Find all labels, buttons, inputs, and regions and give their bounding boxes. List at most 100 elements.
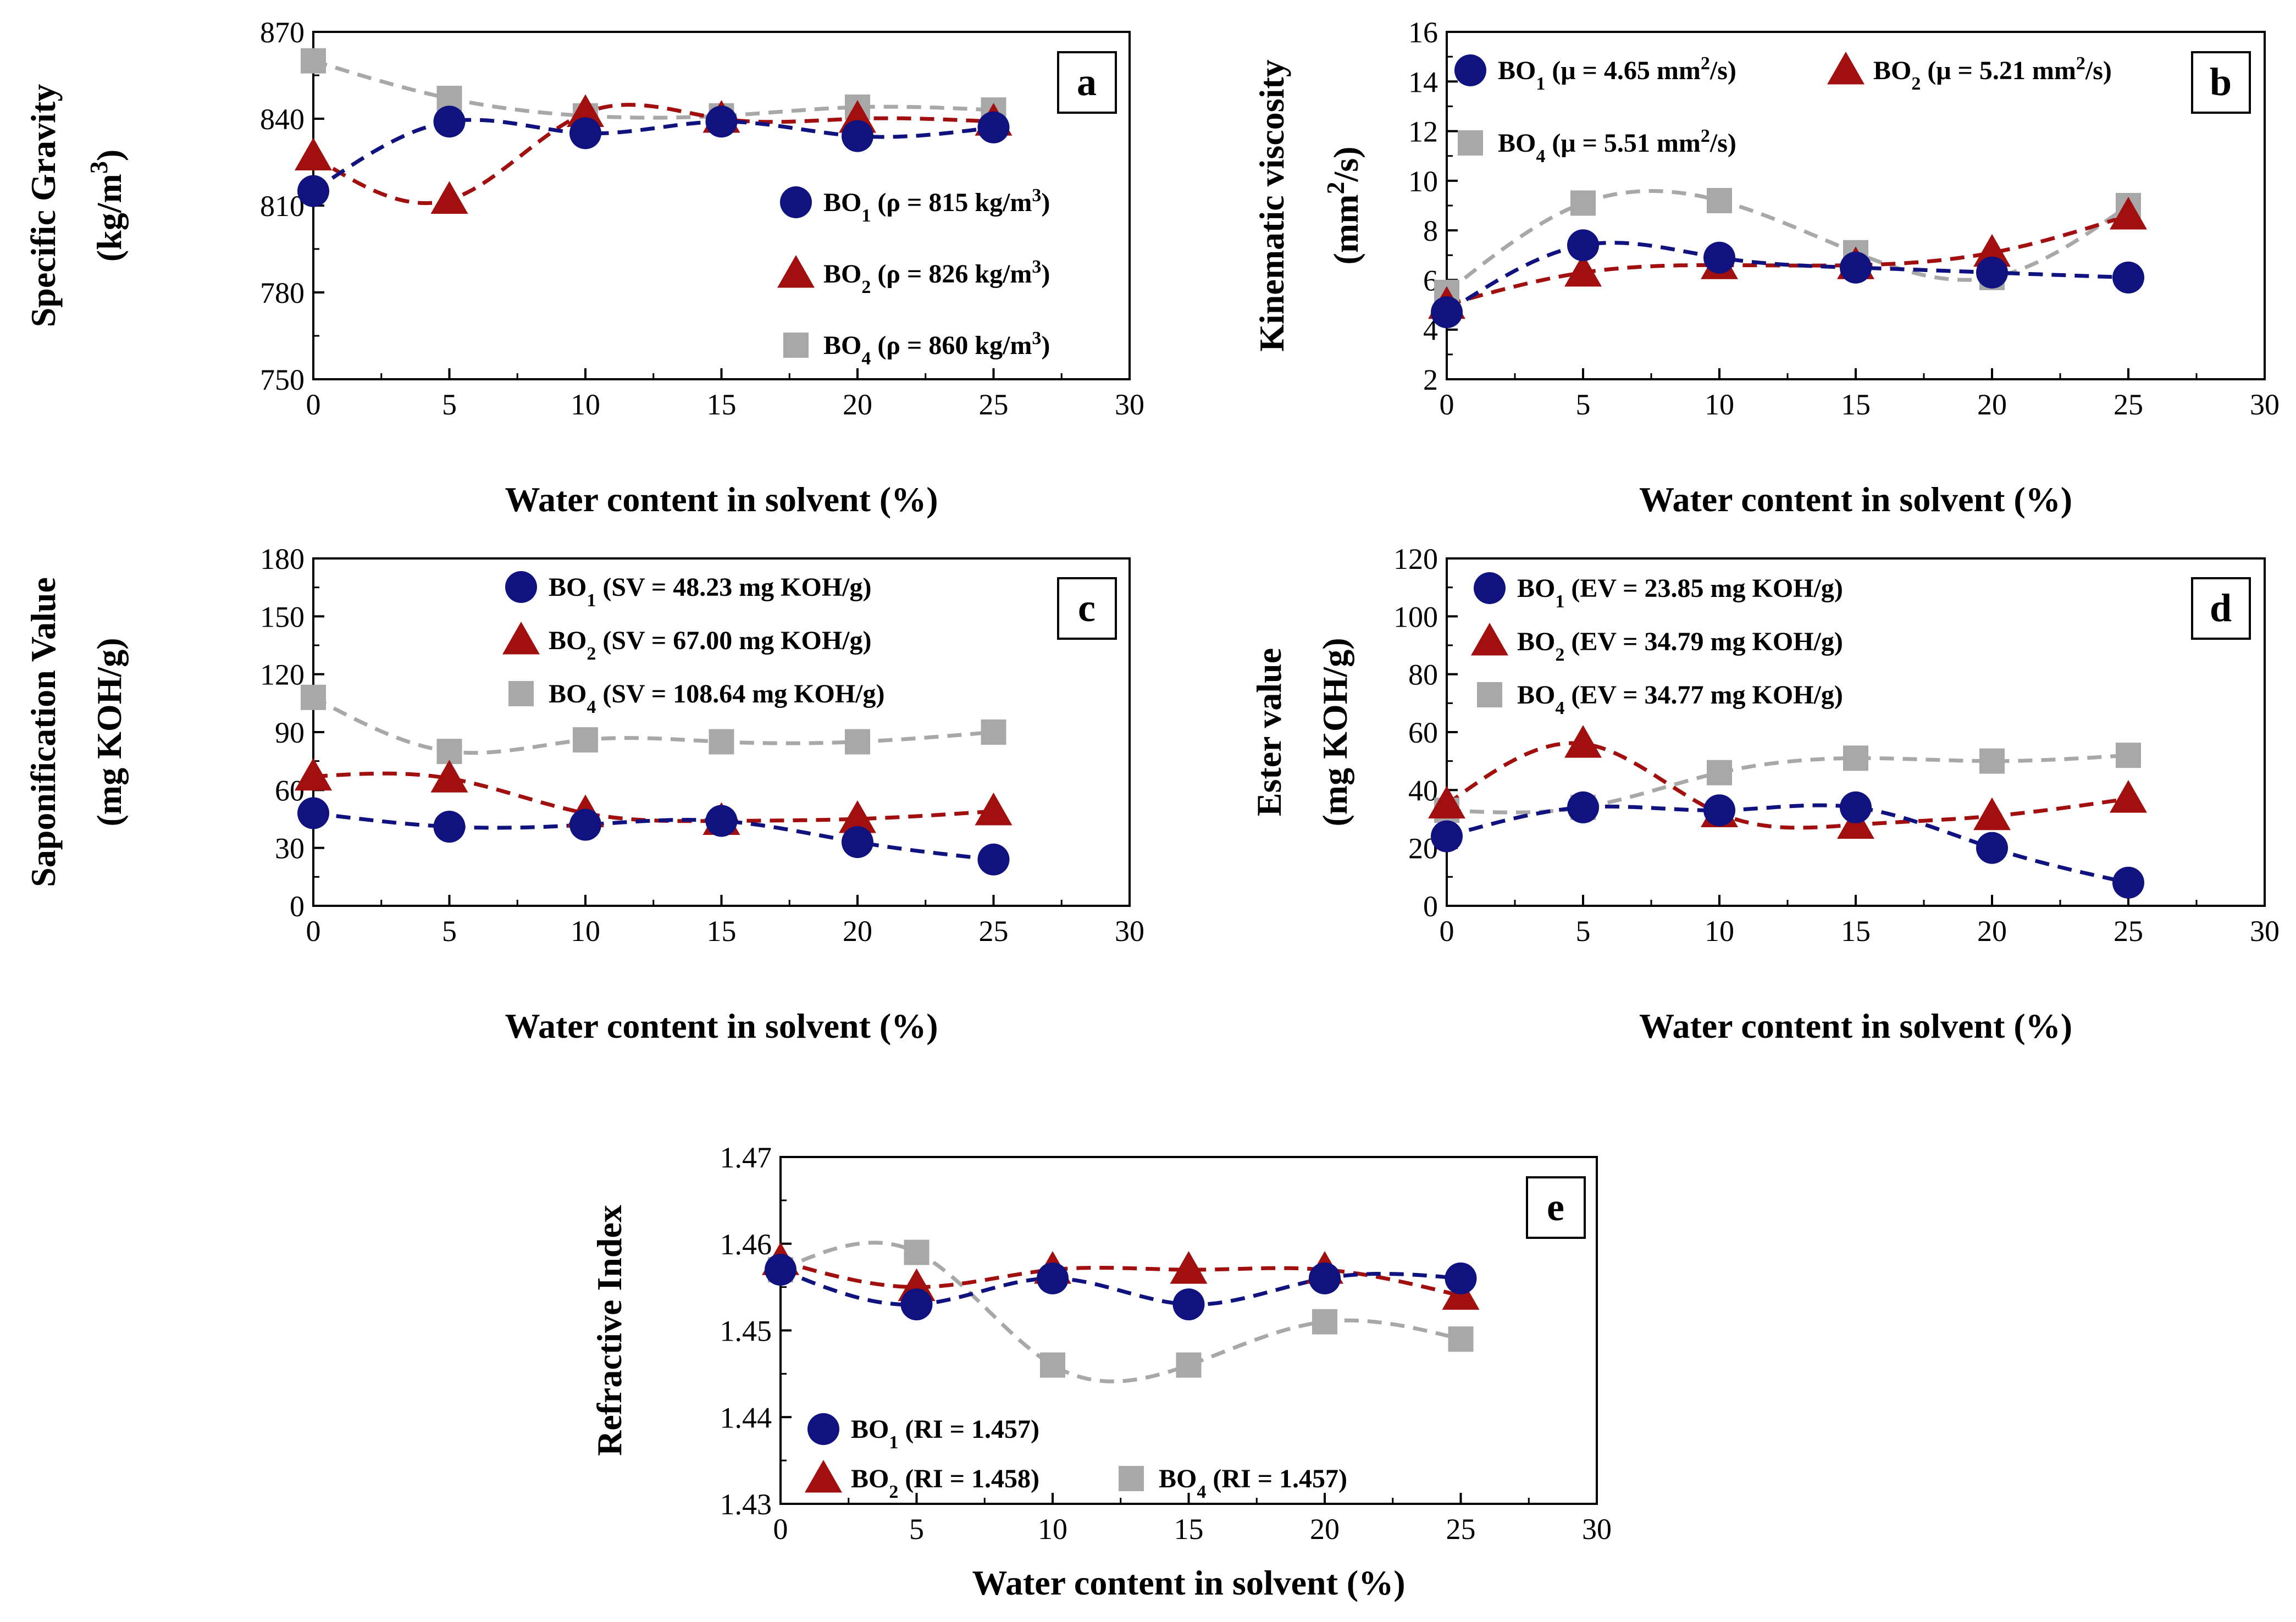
legend-text: (μ = 5.51 mm <box>1545 129 1701 158</box>
panel-letter-box <box>2191 577 2251 640</box>
legend: BO1 (RI = 1.457)BO2 (RI = 1.458) BO4 (RI … <box>805 1413 1347 1502</box>
legend-text: (SV = 67.00 mg KOH/g) <box>596 626 871 655</box>
data-point-BO2 <box>295 757 332 791</box>
panel-letter: b <box>2210 60 2232 104</box>
y-tick-label: 150 <box>260 600 305 633</box>
legend-marker-BO2 <box>502 622 540 655</box>
y-tick-label: 810 <box>260 190 305 223</box>
x-axis-title: Water content in solvent (%) <box>505 1006 938 1045</box>
data-point-BO1 <box>1431 296 1463 329</box>
x-tick-label: 20 <box>1977 388 2007 421</box>
legend-label-BO1: BO1 (SV = 48.23 mg KOH/g) <box>549 573 872 611</box>
data-point-BO4 <box>904 1239 930 1265</box>
legend-text: (EV = 23.85 mg KOH/g) <box>1564 574 1843 603</box>
y-unit-superscript: 2 <box>1321 182 1349 195</box>
trend-line-BO1 <box>1447 803 2129 885</box>
y-tick-label: 780 <box>260 276 305 309</box>
data-point-BO2 <box>2110 197 2147 230</box>
data-point-BO4 <box>1707 187 1732 213</box>
data-point-BO1 <box>1840 251 1872 284</box>
data-point-BO4 <box>1176 1352 1202 1378</box>
legend: BO1 (μ = 4.65 mm2/s) BO2 (μ = 5.21 mm2/s)… <box>1454 52 2112 167</box>
data-point-BO4 <box>301 48 326 74</box>
legend-superscript: 2 <box>1701 126 1710 146</box>
x-axis-title: Water content in solvent (%) <box>972 1563 1405 1602</box>
y-axis-unit: (kg/m3) <box>85 150 129 262</box>
legend-text: (RI = 1.457) <box>1206 1464 1347 1493</box>
data-point-BO1 <box>765 1254 796 1286</box>
legend-name: BO <box>549 573 587 602</box>
legend-marker-BO4 <box>1458 130 1483 156</box>
y-tick-label: 14 <box>1408 65 1438 98</box>
legend-name: BO <box>1517 680 1555 710</box>
x-tick-label: 0 <box>1440 388 1454 421</box>
x-tick-label: 0 <box>306 915 321 948</box>
trend-line-BO1 <box>313 811 994 862</box>
data-point-BO2 <box>1564 253 1602 287</box>
legend-name: BO <box>549 626 587 655</box>
legend-text: (ρ = 860 kg/m <box>871 331 1032 360</box>
trend-line-BO1 <box>781 1267 1461 1307</box>
data-point-BO1 <box>842 120 873 152</box>
legend-marker-BO2 <box>805 1460 842 1493</box>
data-point-BO1 <box>297 175 329 207</box>
data-point-BO4 <box>1448 1326 1474 1352</box>
legend-subscript: 2 <box>587 644 596 664</box>
x-tick-label: 15 <box>707 915 737 948</box>
legend-subscript: 2 <box>1911 74 1921 94</box>
legend-label-BO1: BO1 (RI = 1.457) <box>851 1415 1039 1453</box>
y-unit-text: (mg KOH/g) <box>90 638 129 826</box>
trend-line-BO4 <box>1447 753 2129 815</box>
data-point-BO2 <box>1973 797 2011 831</box>
legend-subscript: 4 <box>1536 146 1545 167</box>
legend-subscript: 2 <box>1555 645 1564 665</box>
legend-text: (RI = 1.457) <box>898 1415 1039 1444</box>
legend-text: (μ = 5.21 mm <box>1921 56 2076 85</box>
y-tick-label: 2 <box>1423 363 1438 396</box>
panel-letter-box <box>1057 577 1117 640</box>
legend-superscript: 3 <box>1032 328 1041 348</box>
x-tick-label: 5 <box>1576 915 1591 948</box>
x-tick-label: 25 <box>1446 1513 1476 1546</box>
panel-letter-box <box>2191 51 2251 114</box>
legend-superscript: 2 <box>2076 53 2085 74</box>
data-point-BO4 <box>1979 748 2005 774</box>
data-point-BO2 <box>839 800 876 833</box>
panel-a: 0 5 10 15 20 25 30 750 780 810 840 870 Water content… <box>24 16 1144 519</box>
data-point-BO4 <box>709 729 734 755</box>
data-point-BO1 <box>1567 229 1599 262</box>
data-point-BO2 <box>430 760 468 793</box>
panel-letter: d <box>2210 586 2232 630</box>
legend-subscript: 1 <box>587 590 596 611</box>
y-unit-text: (mg KOH/g) <box>1315 638 1354 826</box>
trend-line-BO4 <box>313 695 994 755</box>
data-point-BO4 <box>1040 1352 1065 1378</box>
trend-line-BO4 <box>313 59 994 120</box>
data-point-BO2 <box>1170 1251 1208 1284</box>
legend-marker-BO2 <box>1471 623 1508 656</box>
legend-label-BO4: BO4 (RI = 1.457) <box>1159 1464 1347 1502</box>
legend-subscript: 4 <box>1555 698 1564 718</box>
panel-e: 0 5 10 15 20 25 30 1.43 1.44 1.45 1.46 1.47 Water co… <box>590 1141 1612 1602</box>
y-tick-label: 60 <box>1408 716 1438 749</box>
data-point-BO1 <box>2112 261 2144 294</box>
data-point-BO4 <box>1312 1309 1337 1335</box>
trend-line-BO2 <box>313 771 994 823</box>
legend-label-BO4: BO4 (SV = 108.64 mg KOH/g) <box>549 679 885 717</box>
legend-marker-BO1 <box>780 186 812 218</box>
legend-label-BO2: BO2 (EV = 34.79 mg KOH/g) <box>1517 627 1843 665</box>
legend-name: BO <box>1873 56 1911 85</box>
data-point-BO1 <box>977 111 1010 143</box>
x-tick-label: 30 <box>1115 388 1144 421</box>
legend-subscript: 1 <box>1536 74 1545 94</box>
data-point-BO1 <box>433 106 466 138</box>
trend-line-BO1 <box>313 118 994 193</box>
legend-tail: ) <box>1041 259 1050 289</box>
y-unit-superscript: 3 <box>85 161 113 174</box>
legend-text: (SV = 48.23 mg KOH/g) <box>596 573 871 602</box>
y-tick-label: 0 <box>1423 890 1438 923</box>
data-point-BO1 <box>1172 1288 1205 1321</box>
legend-tail: ) <box>1041 331 1050 360</box>
y-tick-label: 1.47 <box>720 1141 772 1174</box>
panel-letter: c <box>1078 586 1096 630</box>
